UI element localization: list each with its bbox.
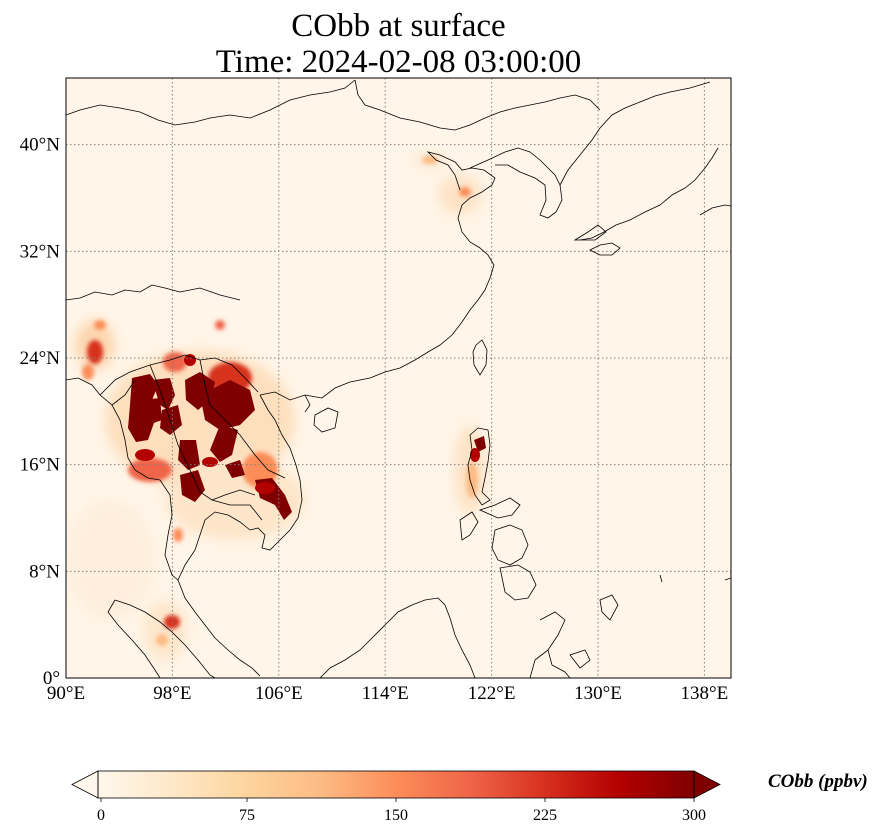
lon-tick-label: 138°E — [681, 683, 729, 704]
colorbar-gradient — [98, 771, 694, 798]
lon-tick-label: 130°E — [574, 683, 622, 704]
colorbar-extend-max — [693, 770, 721, 799]
lat-tick-label: 24°N — [20, 348, 61, 369]
colorbar: 0 75 150 225 300 — [71, 770, 721, 824]
colorbar-tick-label: 0 — [97, 807, 105, 824]
colorbar-extend-min — [71, 770, 99, 799]
colorbar-tick-label: 150 — [384, 807, 408, 824]
latitude-axis: 0° 8°N 16°N 24°N 32°N 40°N — [20, 135, 61, 689]
lat-tick-label: 40°N — [20, 135, 61, 156]
lat-tick-label: 32°N — [20, 241, 61, 262]
map-frame — [65, 77, 732, 679]
lat-tick-label: 8°N — [29, 561, 60, 582]
lat-tick-label: 16°N — [20, 455, 61, 476]
lon-tick-label: 122°E — [468, 683, 516, 704]
lon-tick-label: 114°E — [362, 683, 409, 704]
coastlines — [66, 79, 731, 678]
map-gridlines — [66, 78, 731, 678]
longitude-axis: 90°E 98°E 106°E 114°E 122°E 130°E 138°E — [47, 683, 728, 704]
colorbar-label: CObb (ppbv) — [768, 771, 868, 792]
lon-tick-label: 106°E — [255, 683, 303, 704]
colorbar-tick-label: 75 — [239, 807, 255, 824]
lon-tick-label: 98°E — [153, 683, 191, 704]
cobb-plume-layer — [66, 152, 486, 660]
lon-tick-label: 90°E — [47, 683, 85, 704]
lat-tick-label: 0° — [43, 668, 60, 689]
colorbar-tick-label: 300 — [682, 807, 706, 824]
colorbar-ticks: 0 75 150 225 300 — [97, 798, 706, 824]
map-title-line2: Time: 2024-02-08 03:00:00 — [215, 44, 582, 80]
colorbar-tick-label: 225 — [533, 807, 557, 824]
map-title-line1: CObb at surface — [291, 8, 506, 44]
